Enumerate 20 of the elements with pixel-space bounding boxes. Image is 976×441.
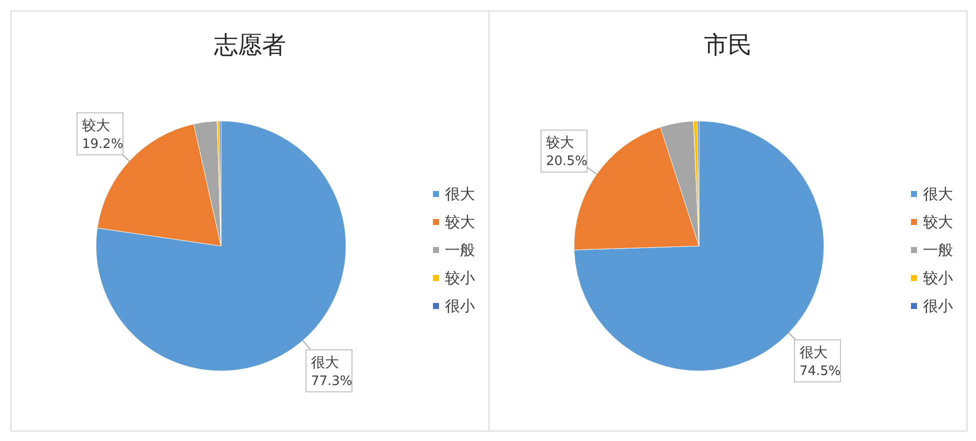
data-label: 19.2% [82, 136, 124, 152]
legend-label: 较大 [923, 213, 953, 231]
legend-label: 较小 [445, 269, 475, 287]
legend-label: 很小 [445, 297, 475, 315]
chart-title: 市民 [704, 31, 752, 59]
slice-label: 很大 [310, 354, 339, 371]
slice-label: 较大 [82, 118, 110, 134]
data-label: 20.5% [546, 154, 588, 170]
legend-label: 很大 [445, 185, 475, 203]
slice-label: 很大 [799, 344, 828, 361]
slice-label: 较大 [546, 135, 574, 152]
data-label: 77.3% [310, 374, 352, 389]
legend-label: 很大 [923, 185, 953, 203]
legend-label: 一般 [923, 241, 953, 259]
legend-label: 较大 [445, 213, 475, 231]
legend-label: 很小 [923, 297, 953, 315]
legend-label: 较小 [923, 269, 953, 287]
chart-title: 志愿者 [214, 31, 286, 59]
data-label: 74.5% [799, 364, 841, 379]
legend-label: 一般 [445, 241, 475, 259]
